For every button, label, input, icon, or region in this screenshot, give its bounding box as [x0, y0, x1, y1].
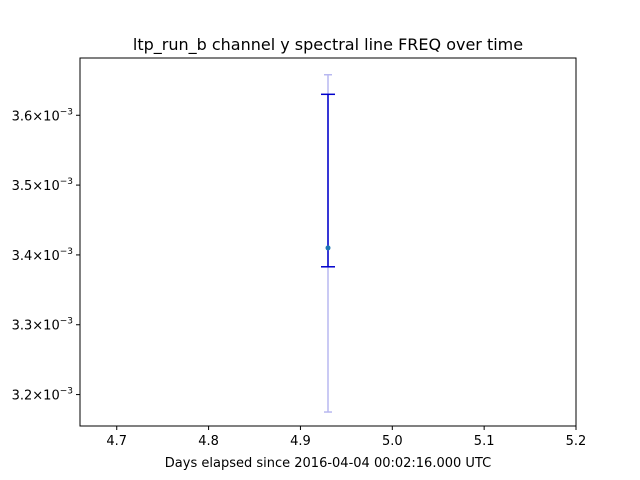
x-tick-label-3: 5.0	[382, 434, 403, 449]
x-tick-label-5: 5.2	[566, 434, 587, 449]
data-points	[325, 245, 331, 251]
x-tick-label-0: 4.7	[106, 434, 127, 449]
x-tick-label-1: 4.8	[198, 434, 219, 449]
inner-error-bars	[321, 93, 335, 268]
chart-title: ltp_run_b channel y spectral line FREQ o…	[133, 35, 523, 55]
y-tick-label-1: 3.3×10−3	[12, 317, 73, 334]
plot-frame	[79, 57, 577, 427]
x-axis-label: Days elapsed since 2016-04-04 00:02:16.0…	[165, 456, 491, 471]
y-tick-label-2: 3.4×10−3	[12, 247, 73, 264]
y-tick-label-0: 3.2×10−3	[12, 387, 73, 404]
y-tick-label-4: 3.6×10−3	[12, 107, 73, 124]
x-tick-label-2: 4.9	[290, 434, 311, 449]
x-tick-label-4: 5.1	[474, 434, 495, 449]
y-tick-label-3: 3.5×10−3	[12, 177, 73, 194]
data-point-0	[325, 245, 331, 251]
x-axis-ticks: 4.7 4.8 4.9 5.0 5.1 5.2	[106, 426, 586, 449]
y-axis-ticks: 3.2×10−3 3.3×10−3 3.4×10−3 3.5×10−3 3.6×10−3	[12, 107, 80, 404]
